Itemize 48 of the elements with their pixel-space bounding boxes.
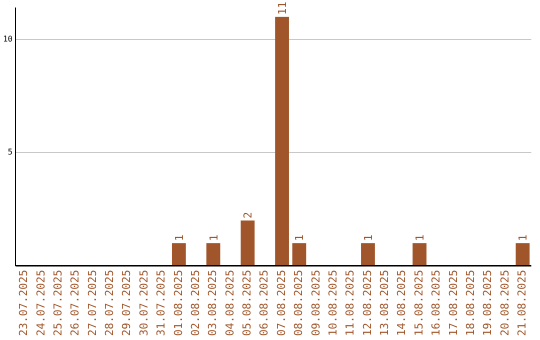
data-label: 1 (362, 234, 375, 242)
data-label: 1 (207, 234, 220, 242)
bar (292, 243, 306, 266)
x-tick-label: 25.07.2025 (51, 270, 64, 336)
x-tick-label: 19.08.2025 (481, 270, 494, 336)
x-tick-label: 15.08.2025 (412, 270, 426, 336)
data-label: 2 (242, 212, 255, 219)
x-tick-label: 17.08.2025 (446, 270, 460, 336)
bar (172, 243, 186, 266)
bar (206, 243, 220, 266)
x-tick-label: 07.08.2025 (274, 270, 288, 336)
bar (516, 243, 530, 266)
x-tick-label: 31.07.2025 (154, 270, 168, 336)
x-tick-label: 10.08.2025 (326, 270, 340, 336)
x-tick-label: 08.08.2025 (292, 270, 306, 336)
x-tick-label: 03.08.2025 (206, 270, 220, 336)
x-tick-label: 12.08.2025 (360, 270, 374, 336)
y-tick-label: 10 (2, 34, 13, 44)
data-label: 1 (172, 234, 186, 242)
bar (240, 220, 255, 266)
x-tick-label: 01.08.2025 (172, 270, 185, 336)
x-tick-label: 21.08.2025 (516, 270, 529, 336)
bar (412, 243, 426, 266)
y-tick-label: 5 (8, 148, 13, 157)
data-label: 1 (293, 234, 306, 242)
x-tick-label: 28.07.2025 (103, 270, 116, 336)
x-tick-label: 06.08.2025 (258, 270, 271, 336)
x-tick-label: 26.07.2025 (68, 270, 82, 336)
x-tick-label: 20.08.2025 (498, 270, 512, 336)
x-tick-label: 23.07.2025 (17, 270, 30, 336)
x-tick-label: 11.08.2025 (344, 270, 357, 336)
x-tick-label: 05.08.2025 (240, 270, 254, 336)
x-tick-label: 02.08.2025 (188, 270, 202, 336)
x-tick-label: 13.08.2025 (378, 270, 392, 336)
x-tick-label: 24.07.2025 (34, 270, 48, 336)
bar (361, 243, 375, 266)
x-tick-label: 14.08.2025 (395, 270, 408, 336)
bar (275, 16, 289, 266)
x-tick-label: 16.08.2025 (430, 270, 443, 336)
x-tick-label: 18.08.2025 (464, 270, 477, 336)
data-label: 1 (414, 234, 427, 242)
data-label: 11 (276, 2, 290, 15)
x-tick-label: 04.08.2025 (223, 270, 236, 336)
x-tick-label: 30.07.2025 (137, 270, 150, 336)
x-tick-label: 29.07.2025 (120, 270, 134, 336)
x-tick-label: 09.08.2025 (309, 270, 322, 336)
x-tick-label: 27.07.2025 (86, 270, 99, 336)
data-label: 1 (516, 234, 530, 242)
